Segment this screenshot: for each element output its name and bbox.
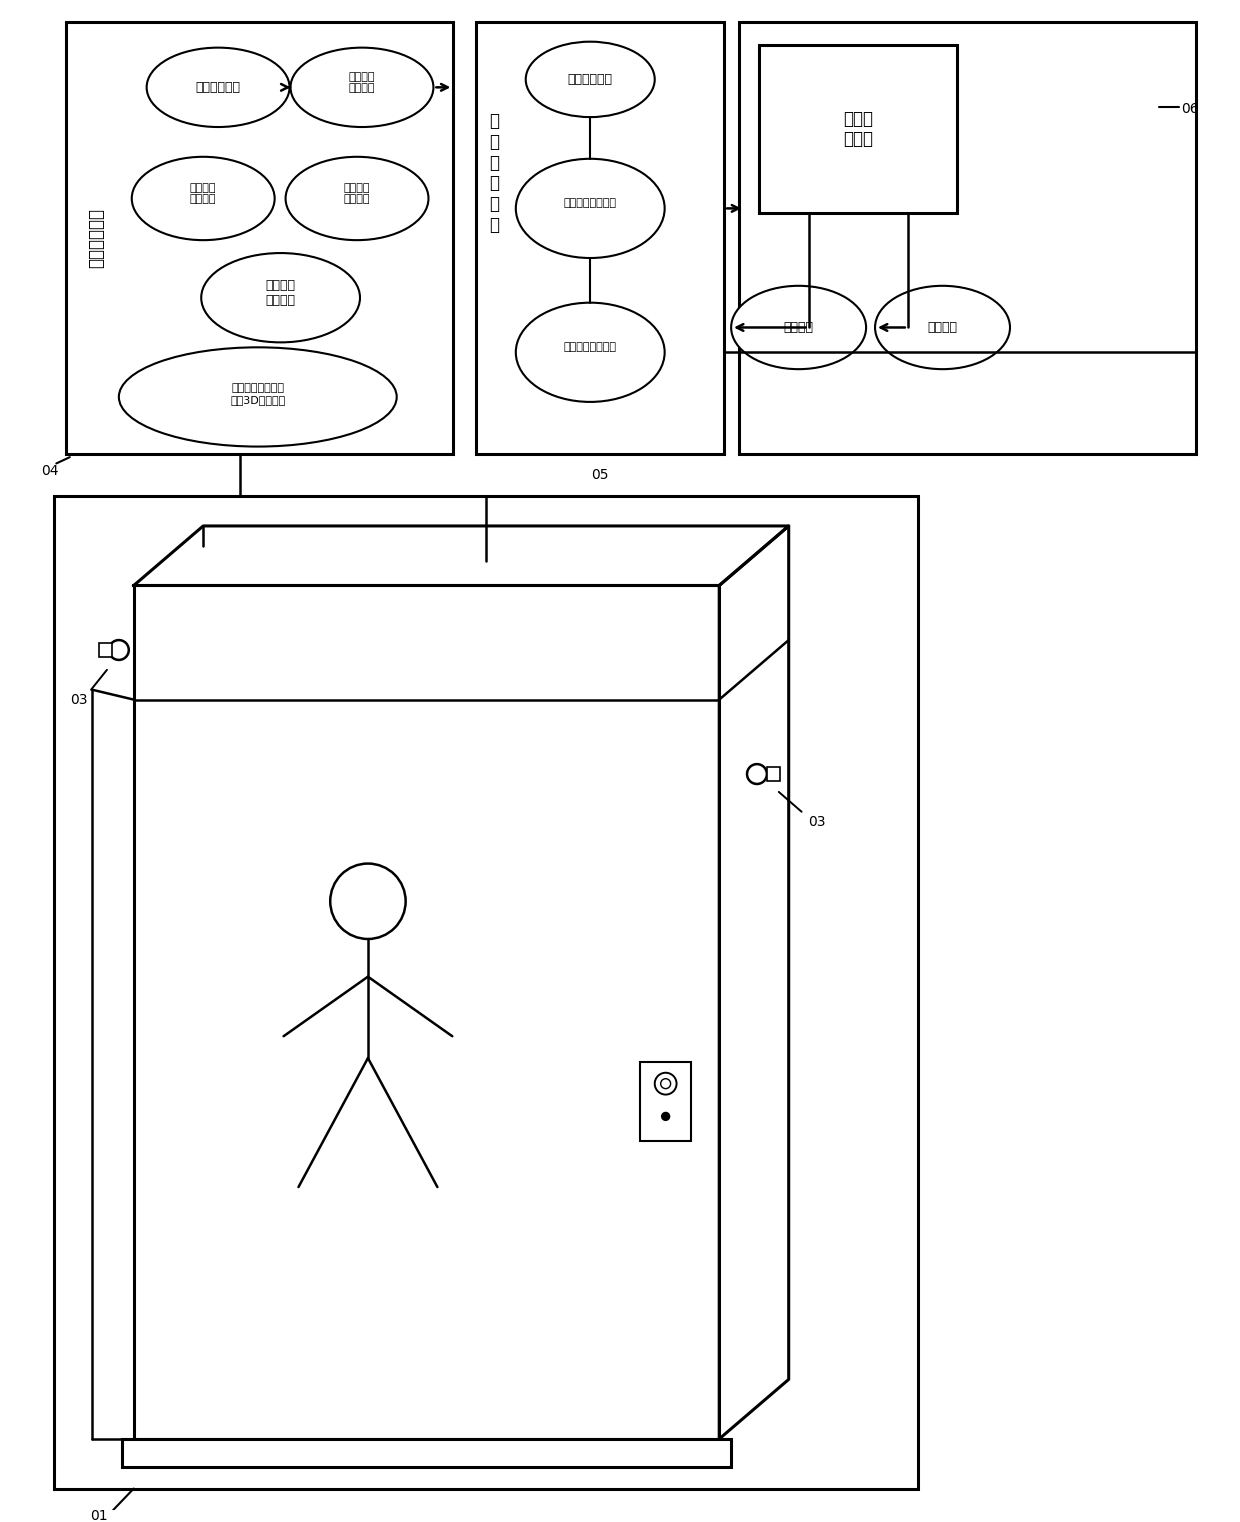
- Ellipse shape: [526, 41, 655, 117]
- Text: 电梯监
控中心: 电梯监 控中心: [843, 110, 873, 149]
- Bar: [122, 1438, 732, 1467]
- Ellipse shape: [201, 253, 360, 342]
- Ellipse shape: [290, 47, 434, 126]
- Bar: [759, 44, 957, 213]
- Bar: [134, 586, 719, 1438]
- Bar: [99, 644, 112, 658]
- Text: 远程报警呼救模块: 远程报警呼救模块: [564, 342, 616, 352]
- Text: 乘客行为异常: 乘客行为异常: [196, 81, 241, 94]
- Bar: [476, 21, 724, 454]
- Text: 03: 03: [807, 814, 826, 828]
- Text: 乘客处于
危险状态: 乘客处于 危险状态: [348, 72, 376, 93]
- Text: 06: 06: [1180, 102, 1198, 116]
- Circle shape: [662, 1113, 670, 1120]
- Text: 乘客语音
识别分析: 乘客语音 识别分析: [343, 183, 371, 204]
- Text: 应
急
处
理
装
置: 应 急 处 理 装 置: [489, 113, 498, 234]
- Bar: [55, 496, 918, 1489]
- Bar: [766, 767, 780, 781]
- Ellipse shape: [516, 158, 665, 259]
- Ellipse shape: [661, 1079, 671, 1088]
- Text: 信号处理装置: 信号处理装置: [87, 207, 105, 268]
- Ellipse shape: [146, 47, 290, 126]
- Text: 乘客行为
状态分析: 乘客行为 状态分析: [265, 279, 295, 307]
- Bar: [640, 1062, 692, 1142]
- Text: 乘客家属: 乘客家属: [928, 321, 957, 333]
- Ellipse shape: [516, 303, 665, 402]
- Ellipse shape: [875, 286, 1011, 370]
- Text: 05: 05: [591, 469, 609, 482]
- Text: 救援机构: 救援机构: [784, 321, 813, 333]
- Ellipse shape: [732, 286, 866, 370]
- Ellipse shape: [131, 157, 274, 240]
- Ellipse shape: [119, 347, 397, 446]
- Text: 报警信号处理: 报警信号处理: [568, 73, 613, 85]
- Bar: [66, 21, 454, 454]
- Text: 数据流过滤分析，
乘客3D模型建立: 数据流过滤分析， 乘客3D模型建立: [231, 384, 285, 405]
- Text: 03: 03: [71, 693, 88, 706]
- Ellipse shape: [285, 157, 429, 240]
- Ellipse shape: [655, 1073, 677, 1094]
- Bar: [739, 21, 1195, 454]
- Text: 乘客脸部
识别分析: 乘客脸部 识别分析: [190, 183, 217, 204]
- Text: 视频图像传输模块: 视频图像传输模块: [564, 198, 616, 209]
- Text: 01: 01: [91, 1510, 108, 1522]
- Text: 04: 04: [41, 464, 60, 478]
